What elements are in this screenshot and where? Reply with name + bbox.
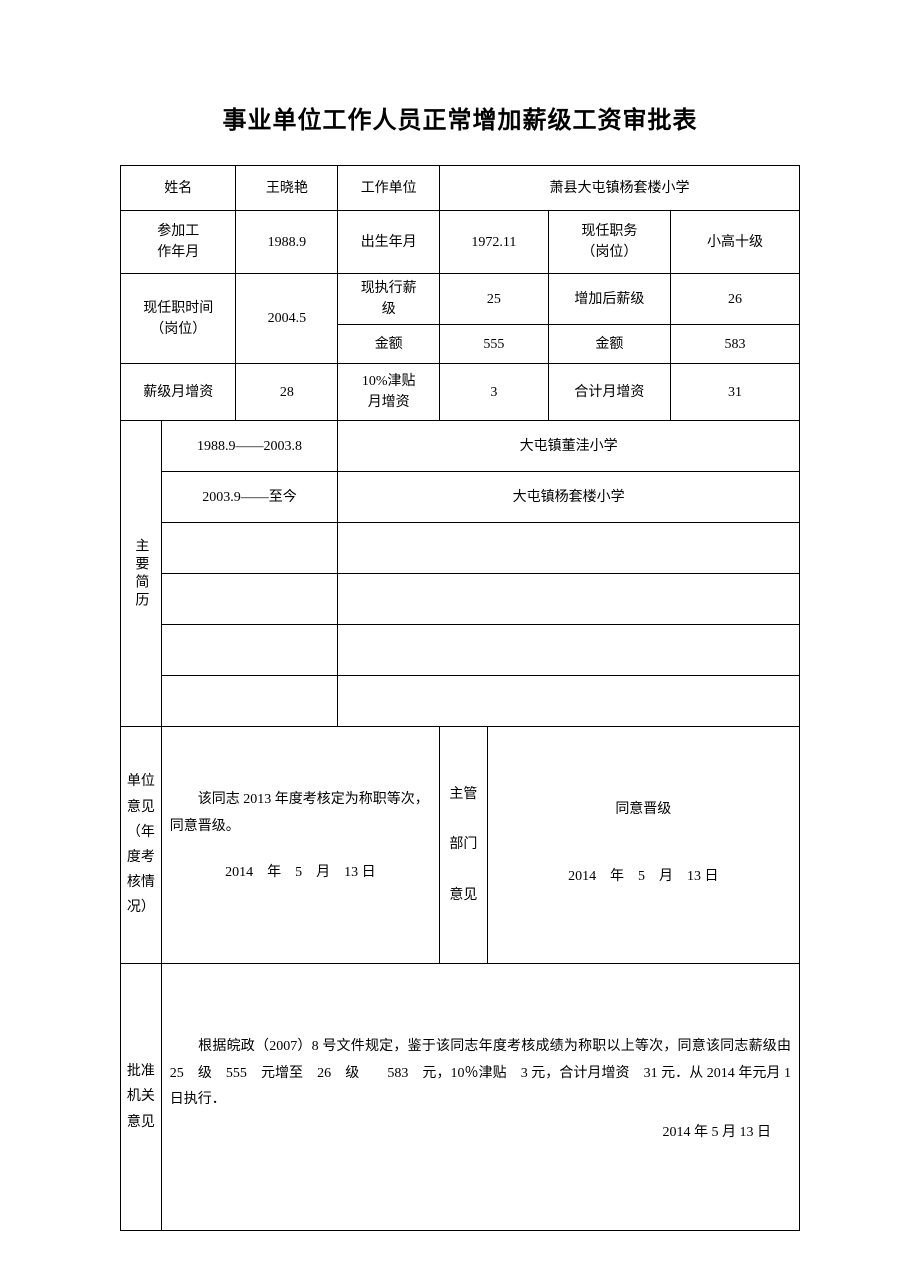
label-supervisor-opinion: 主管部门意见 (440, 727, 488, 964)
label-amount-before: 金额 (338, 325, 440, 364)
value-work-unit: 萧县大屯镇杨套楼小学 (440, 166, 800, 211)
resume-place-1: 大屯镇杨套楼小学 (338, 472, 800, 523)
label-amount-after: 金额 (548, 325, 670, 364)
value-current-post: 小高十级 (670, 211, 799, 274)
unit-opinion-cell: 该同志 2013 年度考核定为称职等次，同意晋级。 2014 年 5 月 13 … (161, 727, 439, 964)
resume-period-4 (161, 625, 338, 676)
label-name: 姓名 (121, 166, 236, 211)
value-join-date: 1988.9 (236, 211, 338, 274)
value-amount-before: 555 (440, 325, 549, 364)
resume-period-5 (161, 676, 338, 727)
resume-place-2 (338, 523, 800, 574)
label-total-increase: 合计月增资 (548, 364, 670, 421)
form-title: 事业单位工作人员正常增加薪级工资审批表 (120, 100, 800, 135)
supervisor-opinion-cell: 同意晋级 2014 年 5 月 13 日 (487, 727, 799, 964)
label-resume: 主要简历 (121, 421, 162, 727)
resume-period-1: 2003.9——至今 (161, 472, 338, 523)
label-work-unit: 工作单位 (338, 166, 440, 211)
value-post-time: 2004.5 (236, 274, 338, 364)
label-after-level: 增加后薪级 (548, 274, 670, 325)
resume-place-5 (338, 676, 800, 727)
value-after-level: 26 (670, 274, 799, 325)
supervisor-opinion-date: 2014 年 5 月 13 日 (496, 864, 791, 891)
label-join-date: 参加工 作年月 (121, 211, 236, 274)
label-post-time: 现任职时间 （岗位） (121, 274, 236, 364)
supervisor-opinion-text: 同意晋级 (496, 797, 791, 824)
resume-period-3 (161, 574, 338, 625)
resume-place-4 (338, 625, 800, 676)
value-name: 王晓艳 (236, 166, 338, 211)
approval-form-page: 事业单位工作人员正常增加薪级工资审批表 姓名 王晓艳 工作单位 萧县大屯镇杨套楼… (0, 0, 920, 1277)
resume-period-0: 1988.9——2003.8 (161, 421, 338, 472)
resume-place-3 (338, 574, 800, 625)
label-current-post: 现任职务 （岗位） (548, 211, 670, 274)
value-monthly-increase: 28 (236, 364, 338, 421)
resume-period-2 (161, 523, 338, 574)
value-amount-after: 583 (670, 325, 799, 364)
value-current-level: 25 (440, 274, 549, 325)
label-unit-opinion: 单位意见（年度考核情况） (121, 727, 162, 964)
unit-opinion-text: 该同志 2013 年度考核定为称职等次，同意晋级。 (170, 787, 431, 840)
approval-opinion-text: 根据皖政（2007）8 号文件规定，鉴于该同志年度考核成绩为称职以上等次，同意该… (170, 1034, 791, 1114)
label-current-level: 现执行薪 级 (338, 274, 440, 325)
approval-opinion-date: 2014 年 5 月 13 日 (170, 1120, 791, 1147)
label-monthly-increase: 薪级月增资 (121, 364, 236, 421)
value-allowance-increase: 3 (440, 364, 549, 421)
label-approval-opinion: 批准机关意见 (121, 964, 162, 1231)
approval-table: 姓名 王晓艳 工作单位 萧县大屯镇杨套楼小学 参加工 作年月 1988.9 出生… (120, 165, 800, 1231)
label-allowance-increase: 10%津贴 月增资 (338, 364, 440, 421)
label-birth: 出生年月 (338, 211, 440, 274)
unit-opinion-date: 2014 年 5 月 13 日 (170, 860, 431, 887)
resume-place-0: 大屯镇董洼小学 (338, 421, 800, 472)
value-birth: 1972.11 (440, 211, 549, 274)
approval-opinion-cell: 根据皖政（2007）8 号文件规定，鉴于该同志年度考核成绩为称职以上等次，同意该… (161, 964, 799, 1231)
value-total-increase: 31 (670, 364, 799, 421)
